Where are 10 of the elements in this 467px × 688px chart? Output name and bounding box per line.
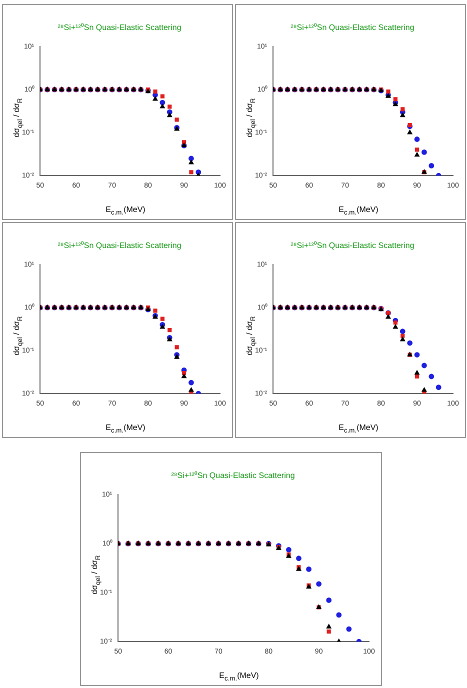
- chart-title: ²⁸Si+¹²⁰Sn Quasi-Elastic Scattering: [58, 23, 182, 32]
- chart-title: ²⁸Si+¹²⁰Sn Quasi-Elastic Scattering: [290, 241, 414, 250]
- chart-title: ²⁸Si+¹²⁰Sn Quasi-Elastic Scattering: [58, 241, 182, 250]
- x-axis-title: E$_{c.m.}$(MeV): [104, 423, 146, 435]
- x-axis-title: E$_{c.m.}$(MeV): [338, 423, 380, 435]
- x-axis-title: E$_{c.m.}$(MeV): [104, 205, 146, 217]
- chart-title: ²⁸Si+¹²⁰Sn Quasi-Elastic Scattering: [171, 471, 295, 480]
- x-axis-title: E$_{c.m.}$(MeV): [218, 671, 260, 683]
- x-axis-title: E$_{c.m.}$(MeV): [338, 205, 380, 217]
- chart-title: ²⁸Si+¹²⁰Sn Quasi-Elastic Scattering: [290, 23, 414, 32]
